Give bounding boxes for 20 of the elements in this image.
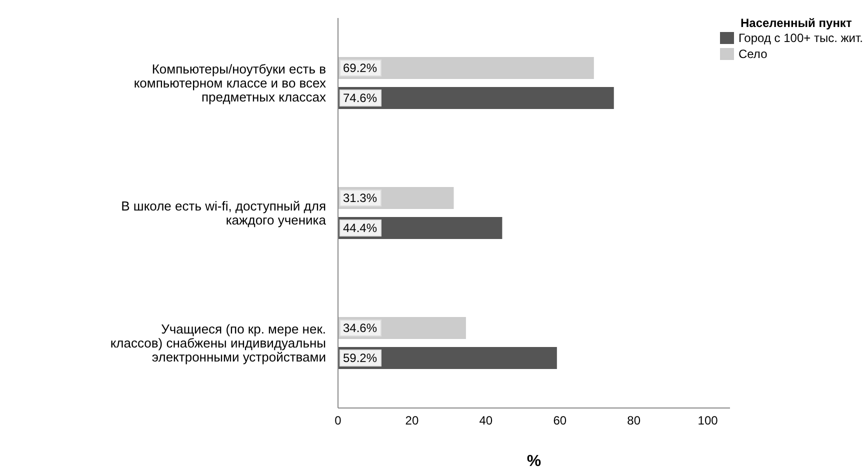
data-label: 44.4% bbox=[343, 221, 378, 236]
y-tick-label: Учащиеся (по кр. мере нек. классов) снабжены индивидуальны электронными устройствами bbox=[110, 322, 326, 365]
data-label: 59.2% bbox=[343, 351, 378, 366]
legend-title: Населенный пункт bbox=[740, 16, 853, 30]
x-tick-label: 20 bbox=[405, 414, 419, 428]
legend-label: Город с 100+ тыс. жит. bbox=[738, 31, 863, 45]
y-tick-label: Компьютеры/ноутбуки есть в компьютерном классе и во всех предметных классах bbox=[134, 62, 326, 105]
data-label: 31.3% bbox=[343, 191, 378, 206]
x-tick-label: 60 bbox=[553, 414, 567, 428]
data-label: 34.6% bbox=[343, 321, 378, 336]
legend-label: Село bbox=[738, 47, 768, 61]
x-axis-title: % bbox=[526, 453, 542, 470]
data-label: 74.6% bbox=[343, 91, 378, 106]
x-tick-label: 80 bbox=[627, 414, 641, 428]
x-tick-label: 0 bbox=[334, 414, 342, 428]
y-tick-label: В школе есть wi-fi, доступный для каждого ученика bbox=[121, 198, 327, 228]
bar bbox=[338, 87, 614, 109]
x-tick-label: 100 bbox=[698, 414, 718, 428]
x-tick-label: 40 bbox=[479, 414, 493, 428]
data-label: 69.2% bbox=[343, 61, 378, 76]
